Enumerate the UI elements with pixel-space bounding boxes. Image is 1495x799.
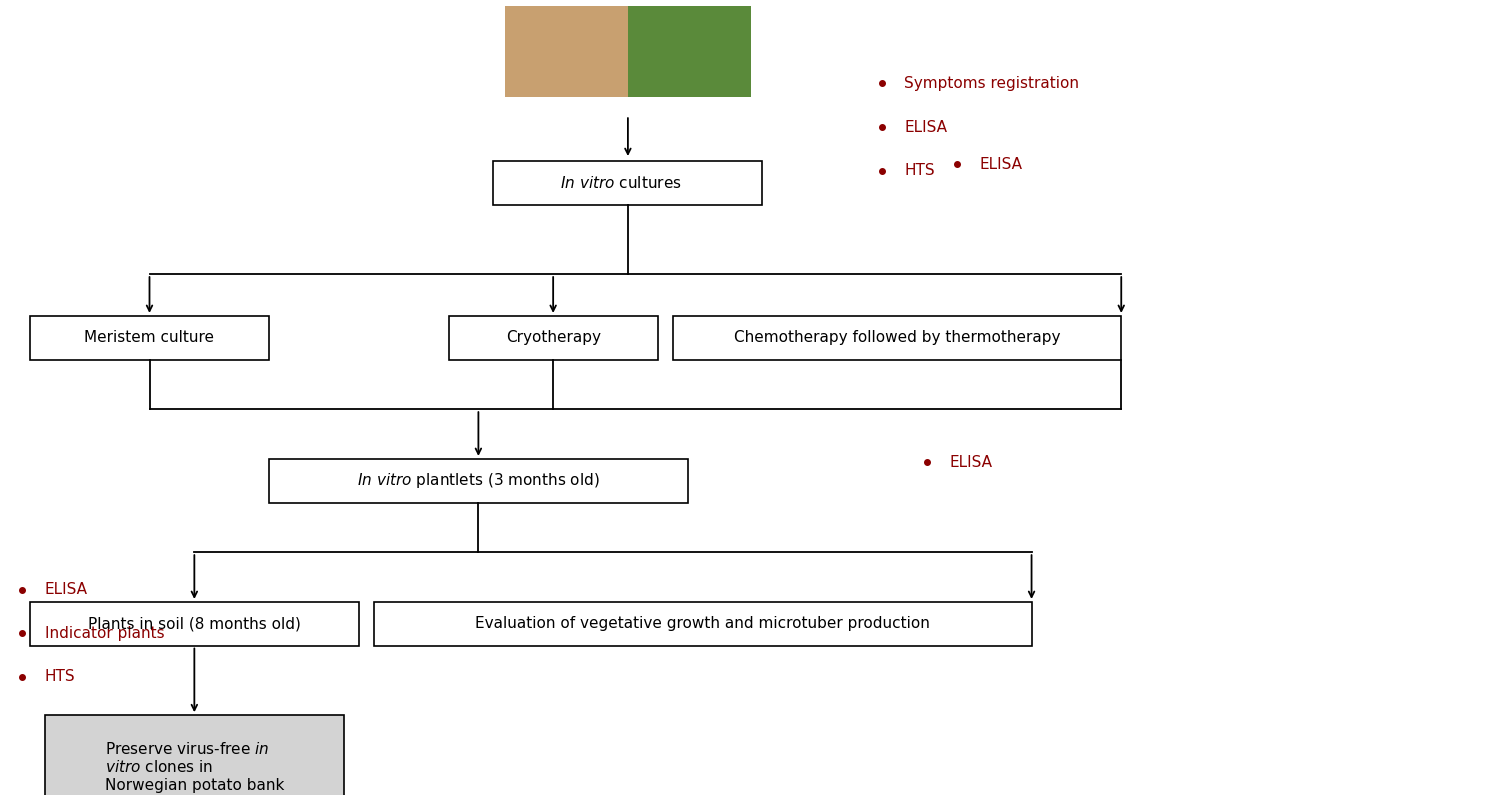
FancyBboxPatch shape (269, 459, 688, 503)
Text: ELISA: ELISA (979, 157, 1023, 172)
Text: HTS: HTS (904, 163, 934, 178)
Text: ELISA: ELISA (949, 455, 993, 470)
FancyBboxPatch shape (374, 602, 1032, 646)
Text: Indicator plants: Indicator plants (45, 626, 164, 641)
Text: Meristem culture: Meristem culture (85, 330, 214, 345)
FancyBboxPatch shape (448, 316, 658, 360)
FancyBboxPatch shape (30, 316, 269, 360)
Text: Plants in soil (8 months old): Plants in soil (8 months old) (88, 616, 300, 631)
FancyBboxPatch shape (30, 602, 359, 646)
Text: HTS: HTS (45, 670, 75, 685)
Text: ELISA: ELISA (45, 582, 88, 597)
FancyBboxPatch shape (673, 316, 1121, 360)
Text: ELISA: ELISA (904, 120, 948, 134)
Text: $\it{In\ vitro}$ plantlets (3 months old): $\it{In\ vitro}$ plantlets (3 months old… (357, 471, 599, 491)
Text: Preserve virus-free $\it{in}$
$\it{vitro}$ clones in
Norwegian potato bank: Preserve virus-free $\it{in}$ $\it{vitro… (105, 741, 284, 793)
Text: Cryotherapy: Cryotherapy (505, 330, 601, 345)
FancyBboxPatch shape (493, 161, 762, 205)
FancyBboxPatch shape (628, 6, 750, 97)
Text: Symptoms registration: Symptoms registration (904, 76, 1079, 91)
Text: Evaluation of vegetative growth and microtuber production: Evaluation of vegetative growth and micr… (475, 616, 930, 631)
FancyBboxPatch shape (504, 6, 628, 97)
FancyBboxPatch shape (45, 715, 344, 799)
Text: $\it{In\ vitro}$ cultures: $\it{In\ vitro}$ cultures (559, 175, 682, 191)
Text: Chemotherapy followed by thermotherapy: Chemotherapy followed by thermotherapy (734, 330, 1060, 345)
